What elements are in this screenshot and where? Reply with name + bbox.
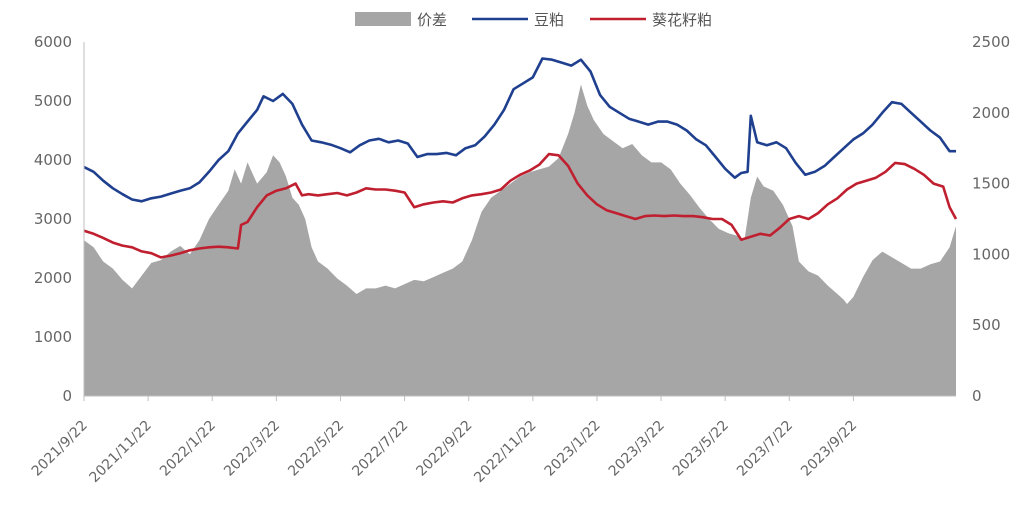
x-tick-label: 2022/5/22 xyxy=(285,418,347,480)
legend-item: 价差 xyxy=(355,11,447,29)
x-tick-label: 2023/9/22 xyxy=(798,418,860,480)
x-tick-label: 2023/5/22 xyxy=(670,418,732,480)
y-left-tick-label: 0 xyxy=(62,387,72,405)
y-left-tick-label: 1000 xyxy=(34,328,72,346)
x-tick-label: 2022/1/22 xyxy=(157,418,219,480)
x-tick-label: 2021/9/22 xyxy=(29,418,91,480)
legend-label: 葵花籽粕 xyxy=(652,11,712,29)
y-right-tick-label: 1000 xyxy=(972,245,1010,263)
x-tick-label: 2023/1/22 xyxy=(542,418,604,480)
line-layer xyxy=(83,57,958,259)
x-tick-label: 2023/3/22 xyxy=(606,418,668,480)
series-line-sunflower-meal xyxy=(83,152,958,259)
x-tick-label: 2022/3/22 xyxy=(221,418,283,480)
y-left-tick-label: 5000 xyxy=(34,92,72,110)
area-layer xyxy=(84,84,956,396)
series-area-price-spread xyxy=(84,84,956,396)
series-line-soybean-meal xyxy=(83,57,956,203)
y-right-tick-label: 0 xyxy=(972,387,982,405)
x-tick-label: 2022/11/22 xyxy=(471,418,539,486)
y-right-tick-label: 1500 xyxy=(972,175,1010,193)
x-tick-label: 2022/7/22 xyxy=(349,418,411,480)
legend-swatch xyxy=(355,12,411,26)
y-left-tick-label: 4000 xyxy=(34,151,72,169)
y-left-tick-label: 3000 xyxy=(34,210,72,228)
x-tick-label: 2022/9/22 xyxy=(413,418,475,480)
legend-label: 价差 xyxy=(417,11,447,29)
legend: 价差 豆粕 葵花籽粕 xyxy=(355,11,712,29)
y-left-tick-label: 2000 xyxy=(34,269,72,287)
x-tick-label: 2023/7/22 xyxy=(734,418,796,480)
x-tick-label: 2021/11/22 xyxy=(87,418,155,486)
legend-item: 豆粕 xyxy=(472,11,564,29)
y-right-tick-label: 2500 xyxy=(972,33,1010,51)
y-left-tick-label: 6000 xyxy=(34,33,72,51)
y-right-tick-label: 2000 xyxy=(972,104,1010,122)
legend-label: 豆粕 xyxy=(534,11,564,29)
y-right-tick-label: 500 xyxy=(972,316,1001,334)
legend-item: 葵花籽粕 xyxy=(590,11,712,29)
